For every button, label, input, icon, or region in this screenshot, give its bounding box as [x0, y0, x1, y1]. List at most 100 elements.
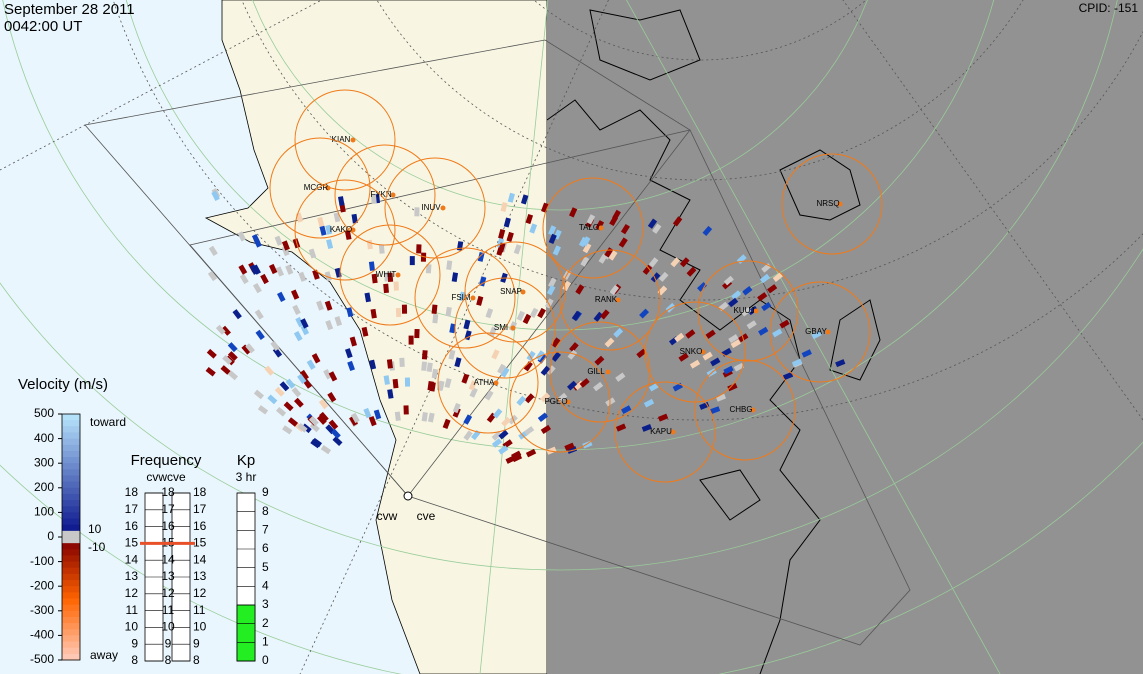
echo [401, 304, 408, 314]
echo [448, 349, 456, 360]
echo [507, 192, 515, 203]
echo [582, 242, 592, 254]
station-label: GILL [587, 367, 605, 376]
frequency-tick-label: 8 [165, 653, 172, 667]
colorbar-cell [62, 561, 80, 569]
echo [281, 245, 290, 257]
echo [349, 415, 359, 427]
echo [347, 360, 355, 372]
echo [414, 207, 420, 217]
kp-tick-label: 2 [262, 616, 269, 630]
frequency-tick-label: 14 [161, 552, 175, 566]
echo [537, 412, 548, 422]
colorbar-cell [62, 450, 80, 458]
echo [283, 401, 294, 412]
frequency-tick-label: 17 [125, 502, 139, 516]
echo [370, 308, 377, 319]
echo [497, 363, 506, 375]
echo [658, 271, 669, 282]
echo [334, 316, 343, 327]
echo [581, 236, 591, 247]
station-label: WHIT [376, 270, 397, 279]
kp-subtitle: 3 hr [236, 470, 257, 484]
colorbar-cell [62, 506, 80, 513]
echo [731, 290, 742, 300]
kp-tick-label: 4 [262, 579, 269, 593]
echo [449, 323, 456, 334]
echo [274, 386, 285, 397]
echo [469, 387, 478, 398]
echo [548, 225, 557, 236]
echo [249, 264, 259, 275]
echo [211, 190, 220, 202]
frequency-tick-label: 16 [125, 519, 139, 533]
colorbar-cell [62, 598, 80, 606]
echo [615, 372, 626, 382]
colorbar-cell [62, 555, 80, 563]
echo [463, 430, 473, 441]
echo [308, 248, 317, 259]
frequency-tick-label: 13 [193, 569, 207, 583]
echo [294, 397, 304, 408]
echo [615, 423, 627, 432]
echo [285, 264, 294, 275]
station-fov [464, 241, 566, 343]
station-fov [549, 321, 651, 423]
colorbar-cell [62, 444, 80, 452]
echo [540, 392, 551, 403]
frequency-tick-label: 9 [193, 636, 200, 650]
velocity-title: Velocity (m/s) [18, 376, 108, 393]
colorbar-cell [62, 635, 80, 643]
colorbar-cell [62, 616, 80, 624]
frequency-tick-label: 12 [161, 586, 175, 600]
station-marker [700, 349, 706, 355]
station-fov [559, 249, 661, 351]
echo [269, 263, 278, 275]
echo [324, 271, 332, 282]
echo [503, 217, 511, 228]
station-fov [614, 381, 716, 483]
echo [232, 309, 242, 320]
colorbar-cell [62, 487, 80, 495]
frequency-tick-label: 13 [125, 569, 139, 583]
colorbar-cell [62, 604, 80, 612]
echo [205, 366, 216, 377]
echo [221, 325, 231, 336]
echo [491, 430, 502, 441]
station-label: PGEO [544, 397, 567, 406]
echo [710, 406, 721, 414]
echo [727, 383, 738, 392]
colorbar-cell [62, 493, 80, 501]
echo [206, 348, 217, 359]
colorbar-cell [62, 469, 80, 476]
station-marker [753, 308, 759, 314]
velocity-tick-label: -200 [30, 578, 54, 592]
echo [387, 389, 394, 399]
echo [300, 318, 309, 329]
echo [641, 424, 652, 432]
echo [529, 223, 538, 234]
echo [500, 367, 510, 378]
frequency-tick-label: 11 [162, 603, 175, 617]
echo [311, 353, 321, 364]
echo [546, 285, 556, 296]
echo [394, 411, 401, 422]
station-fov [769, 281, 871, 383]
echo [526, 350, 536, 362]
echo [404, 377, 411, 387]
station-fov [269, 137, 371, 239]
echo [647, 218, 658, 229]
echo [506, 231, 514, 242]
colorbar-cell [62, 475, 80, 483]
echo [650, 272, 661, 283]
echo [297, 373, 307, 384]
echo [702, 225, 713, 236]
echo [345, 348, 353, 359]
echo [344, 230, 352, 240]
echo [685, 329, 696, 339]
echo [346, 307, 354, 318]
echo [378, 244, 385, 254]
echo [551, 337, 561, 348]
threshold-label: 10 [88, 522, 102, 536]
time: 0042:00 UT [4, 18, 82, 35]
